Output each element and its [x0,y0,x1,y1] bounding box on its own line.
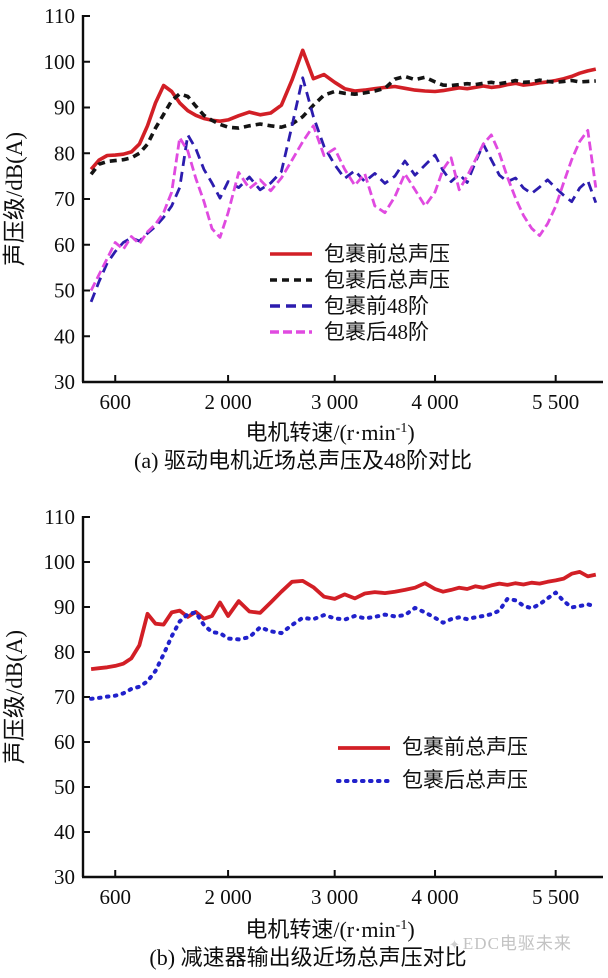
chart-a-x-axis-label: 电机转速/(r·min-1) [245,420,414,445]
y-tick-label: 60 [54,233,75,257]
y-tick-label: 40 [54,324,75,348]
x-tick-label: 600 [99,885,131,909]
x-tick-label: 4 000 [411,390,458,414]
chart-b-x-axis-label: 电机转速/(r·min-1) [245,917,414,942]
legend-label: 包裹后总声压 [324,267,450,292]
legend-line-icon [270,330,312,334]
chart-b-y-axis-label: 声压级/dB(A) [2,630,27,764]
watermark: ✦ EDC电驱未来 [449,929,572,954]
y-tick-label: 70 [54,685,75,709]
y-tick-label: 40 [54,820,75,844]
legend-line-icon [338,745,390,750]
chart-b-legend: 包裹前总声压 包裹后总声压 [336,731,528,797]
watermark-text: EDC电驱未来 [462,934,572,953]
legend-line-icon [336,778,392,783]
chart-b-caption: (b) 减速器输出级近场总声压对比 [149,945,466,970]
y-tick-label: 50 [54,279,75,303]
legend-line-icon [270,252,312,256]
y-tick-label: 80 [54,640,75,664]
y-tick-label: 100 [44,50,76,74]
chart-b-axes: 110 100 90 80 70 60 50 40 30 600 2 000 3 000 4 000 5 … [44,505,603,909]
series-a-pre-wrap-order48 [89,76,598,303]
series-a-post-wrap-order48 [89,124,598,292]
x-tick-label: 2 000 [204,885,251,909]
legend-line-icon [270,278,312,282]
watermark-logo-icon: ✦ [449,937,461,952]
chart-a: 110 100 90 80 70 60 50 40 30 600 2 000 3 000 4 000 5 … [2,4,603,473]
legend-label: 包裹后总声压 [402,768,528,792]
chart-a-caption: (a) 驱动电机近场总声压及48阶对比 [134,448,472,473]
chart-a-y-axis-label: 声压级/dB(A) [2,132,27,266]
y-tick-label: 80 [54,141,75,165]
x-tick-label: 4 000 [411,885,458,909]
series-a-post-wrap-total [89,74,596,176]
legend-label: 包裹后48阶 [324,319,429,344]
x-tick-label: 600 [99,390,131,414]
y-tick-label: 90 [54,96,75,120]
y-tick-label: 110 [44,4,75,28]
legend-item-post-wrap-total: 包裹后总声压 [268,267,450,293]
legend-label: 包裹前总声压 [402,735,528,759]
y-tick-label: 60 [54,730,75,754]
y-tick-label: 30 [54,865,75,889]
legend-item-post-wrap-total: 包裹后总声压 [336,764,528,797]
legend-item-pre-wrap-total: 包裹前总声压 [268,241,450,267]
chart-a-legend: 包裹前总声压 包裹后总声压 包裹前48阶 包裹后48阶 [268,241,450,345]
x-tick-label: 3 000 [311,390,358,414]
y-tick-label: 110 [44,505,75,529]
chart-a-axes: 110 100 90 80 70 60 50 40 30 600 2 000 3 000 4 000 5 … [44,4,603,414]
y-tick-label: 100 [44,550,76,574]
x-tick-label: 5 500 [532,885,579,909]
y-tick-label: 50 [54,775,75,799]
x-tick-label: 2 000 [204,390,251,414]
legend-label: 包裹前总声压 [324,241,450,266]
series-a-pre-wrap-total [89,48,597,171]
series-b-post-wrap-total [89,590,598,701]
y-tick-label: 90 [54,595,75,619]
legend-item-post-wrap-order48: 包裹后48阶 [268,319,450,345]
y-tick-label: 70 [54,187,75,211]
series-b-pre-wrap-total [90,570,597,671]
legend-item-pre-wrap-order48: 包裹前48阶 [268,293,450,319]
chart-b: 110 100 90 80 70 60 50 40 30 600 2 000 3 000 4 000 5 … [2,505,603,970]
x-tick-label: 3 000 [311,885,358,909]
x-tick-label: 5 500 [532,390,579,414]
legend-label: 包裹前48阶 [324,293,429,318]
legend-line-icon [270,304,312,308]
legend-item-pre-wrap-total: 包裹前总声压 [336,731,528,764]
y-tick-label: 30 [54,370,75,394]
